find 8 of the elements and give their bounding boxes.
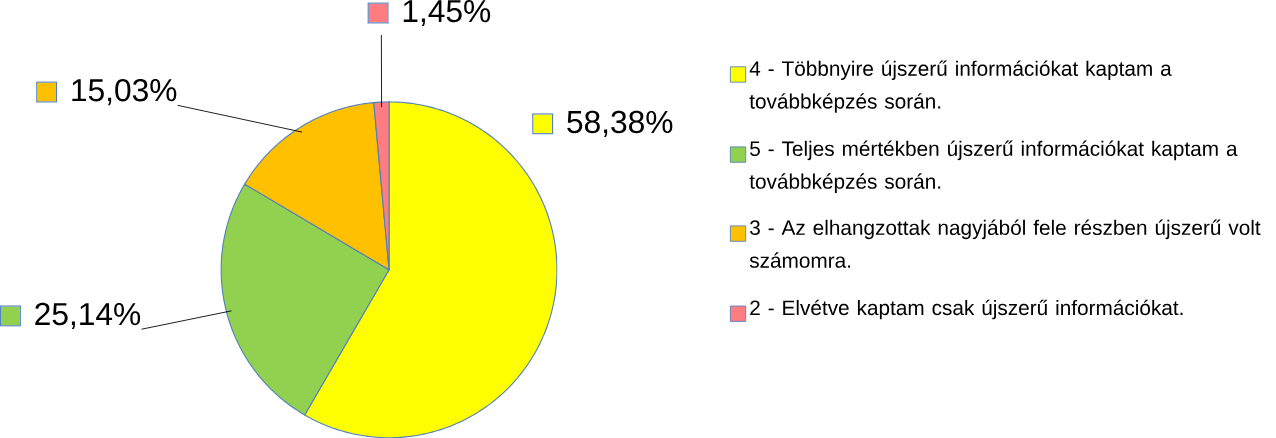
legend-label: 3 - Az elhangzottak nagyjából fele részben újszerű volt számomra. (749, 219, 1261, 268)
data-label: 58,38% (567, 110, 673, 137)
data-label: 25,14% (35, 302, 141, 329)
legend-label: 2 - Elvétve kaptam csak újszerű információkat. (750, 299, 1183, 320)
legend-label: 4 - Többnyire újszerű információkat kaptam a továbbképzés során. (749, 60, 1172, 113)
data-label: 1,45% (403, 0, 491, 26)
data-label: 15,03% (72, 78, 177, 106)
legend-label: 5 - Teljes mértékben újszerű információkat kaptam a továbbképzés során. (749, 140, 1238, 193)
